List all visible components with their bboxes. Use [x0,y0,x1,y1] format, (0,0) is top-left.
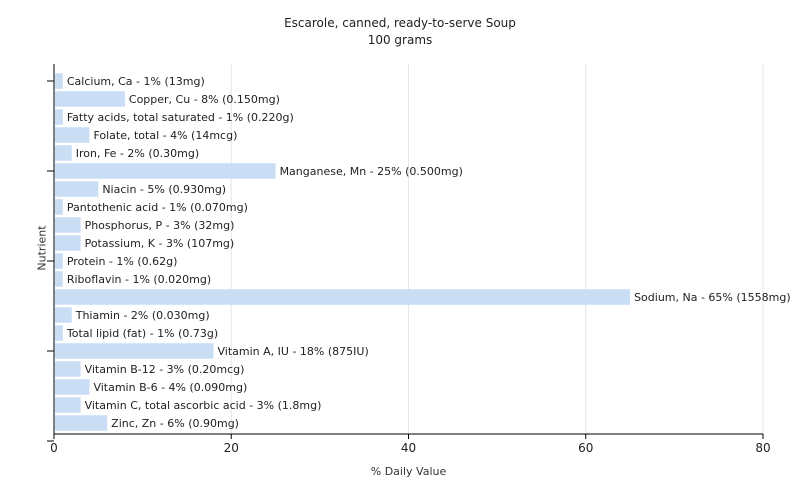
bar [55,127,90,143]
bar [55,145,72,161]
bar [55,379,90,395]
bar-label: Vitamin A, IU - 18% (875IU) [218,345,369,358]
bar [55,289,631,305]
bar [55,181,99,197]
bar [55,397,81,413]
bar-label: Copper, Cu - 8% (0.150mg) [129,93,280,106]
bar-label: Fatty acids, total saturated - 1% (0.220… [67,111,294,124]
bar [55,253,63,269]
x-axis-label: % Daily Value [370,465,447,478]
bar-label: Niacin - 5% (0.930mg) [102,183,226,196]
bar-label: Zinc, Zn - 6% (0.90mg) [111,417,239,430]
bar-label: Vitamin B-12 - 3% (0.20mcg) [85,363,245,376]
bar-label: Manganese, Mn - 25% (0.500mg) [280,165,463,178]
bar-label: Thiamin - 2% (0.030mg) [75,309,210,322]
bar-label: Vitamin C, total ascorbic acid - 3% (1.8… [85,399,322,412]
bar [55,307,72,323]
x-tick-label: 40 [401,441,416,455]
bar [55,415,108,431]
bar-label: Phosphorus, P - 3% (32mg) [85,219,235,232]
bar-label: Calcium, Ca - 1% (13mg) [67,75,205,88]
chart-title: Escarole, canned, ready-to-serve Soup [284,16,516,30]
bar [55,109,63,125]
bar [55,91,125,107]
x-tick-label: 80 [755,441,770,455]
bar [55,73,63,89]
x-tick-label: 0 [50,441,58,455]
y-axis-label: Nutrient [35,225,49,271]
bar [55,235,81,251]
bar [55,163,276,179]
bar-label: Vitamin B-6 - 4% (0.090mg) [93,381,247,394]
bar [55,325,63,341]
bar-label: Iron, Fe - 2% (0.30mg) [76,147,199,160]
bar-label: Potassium, K - 3% (107mg) [85,237,235,250]
bar [55,199,63,215]
bar-label: Riboflavin - 1% (0.020mg) [67,273,211,286]
bar-label: Pantothenic acid - 1% (0.070mg) [67,201,248,214]
chart-subtitle: 100 grams [367,33,433,47]
bar [55,217,81,233]
x-tick-label: 60 [578,441,593,455]
bar [55,361,81,377]
x-tick-label: 20 [224,441,239,455]
bar [55,343,214,359]
bar-label: Total lipid (fat) - 1% (0.73g) [66,327,218,340]
bar [55,271,63,287]
bar-label: Sodium, Na - 65% (1558mg) [634,291,791,304]
bar-label: Protein - 1% (0.62g) [67,255,178,268]
bar-label: Folate, total - 4% (14mcg) [93,129,237,142]
